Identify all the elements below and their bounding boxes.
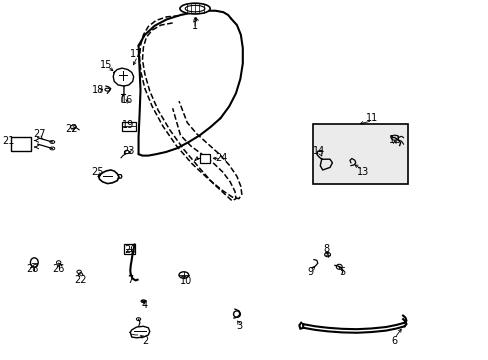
Bar	[122, 122, 135, 131]
Bar	[200, 154, 209, 163]
Text: 11: 11	[366, 113, 378, 123]
Text: 8: 8	[323, 244, 329, 254]
Text: 15: 15	[100, 59, 112, 69]
Text: 20: 20	[124, 245, 136, 255]
Ellipse shape	[180, 3, 210, 14]
Text: 13: 13	[356, 167, 368, 177]
Text: 10: 10	[180, 276, 192, 286]
Text: 26: 26	[52, 264, 65, 274]
Text: 3: 3	[235, 321, 242, 331]
Text: 18: 18	[91, 85, 103, 95]
Text: 1: 1	[192, 21, 198, 31]
Text: 16: 16	[121, 95, 133, 105]
Text: 25: 25	[91, 167, 103, 177]
Text: 4: 4	[142, 300, 148, 310]
Text: 22: 22	[65, 124, 78, 134]
Text: 9: 9	[307, 267, 313, 277]
Text: 28: 28	[27, 264, 39, 274]
Text: 17: 17	[130, 49, 142, 59]
Text: 2: 2	[142, 336, 148, 346]
Bar	[123, 244, 134, 253]
Text: 24: 24	[215, 153, 227, 163]
Text: 22: 22	[74, 275, 86, 285]
Text: 21: 21	[2, 136, 15, 146]
Text: 5: 5	[338, 267, 345, 277]
Text: 19: 19	[122, 121, 134, 130]
Text: 7: 7	[127, 275, 133, 285]
Text: 14: 14	[312, 145, 324, 156]
Text: 6: 6	[391, 336, 397, 346]
Bar	[312, 125, 407, 184]
Text: 27: 27	[33, 129, 45, 139]
Bar	[11, 137, 31, 150]
Text: 12: 12	[388, 135, 400, 145]
Text: 23: 23	[122, 145, 135, 156]
